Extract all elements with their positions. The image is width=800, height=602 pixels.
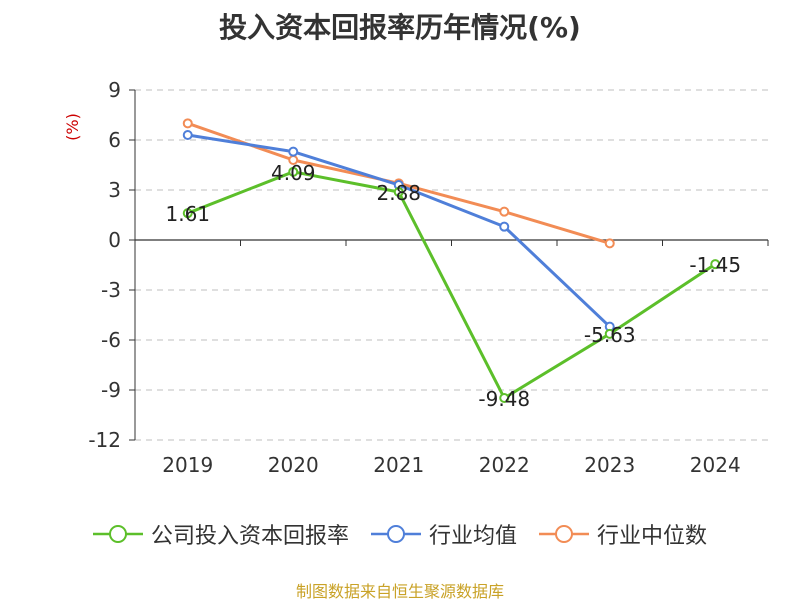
line-chart: 9 6 3 0 -3 -6 -9 -12 (%) 2019 2020 2021 2022 2023 2024… xyxy=(63,78,769,477)
legend-item[interactable]: 行业中位数 xyxy=(539,518,707,550)
x-tick-label: 2019 xyxy=(162,453,213,477)
legend-swatch-icon xyxy=(539,525,589,543)
source-note: 制图数据来自恒生聚源数据库 xyxy=(295,582,504,601)
data-point xyxy=(604,238,615,249)
data-label: 4.09 xyxy=(271,161,316,185)
y-tick-label: -3 xyxy=(101,278,121,302)
data-label: 2.88 xyxy=(376,181,421,205)
x-tick-label: 2021 xyxy=(373,453,424,477)
x-tick-label: 2024 xyxy=(690,453,741,477)
data-label: -9.48 xyxy=(478,387,530,411)
y-tick-label: -6 xyxy=(101,328,121,352)
legend-swatch-icon xyxy=(370,525,421,543)
data-point xyxy=(710,259,721,270)
legend: 公司投入资本回报率 行业均值 行业中位数 xyxy=(0,518,800,550)
data-point xyxy=(604,328,615,339)
data-label: 1.61 xyxy=(165,202,210,226)
legend-swatch-icon xyxy=(92,525,143,543)
legend-item[interactable]: 行业均值 xyxy=(370,518,517,550)
y-tick-label: -9 xyxy=(101,378,121,402)
data-label: -5.63 xyxy=(584,323,636,347)
data-point xyxy=(499,206,510,217)
legend-label: 行业均值 xyxy=(428,524,517,549)
y-tick-label: 6 xyxy=(108,128,121,152)
y-tick-label: 3 xyxy=(108,178,121,202)
data-point xyxy=(288,166,299,177)
legend-item[interactable]: 公司投入资本回报率 xyxy=(92,518,349,550)
data-point xyxy=(182,118,193,129)
data-point xyxy=(182,208,193,219)
data-point xyxy=(499,221,510,232)
series-line xyxy=(187,133,611,328)
legend-label: 行业中位数 xyxy=(597,524,708,549)
series-line xyxy=(187,170,717,400)
x-tick-label: 2020 xyxy=(268,453,319,477)
data-label: -1.45 xyxy=(689,253,741,277)
x-tick-label: 2022 xyxy=(479,453,530,477)
y-tick-label: -12 xyxy=(88,428,121,452)
x-tick-label: 2023 xyxy=(584,453,635,477)
y-axis-label: (%) xyxy=(63,113,82,141)
y-tick-label: 9 xyxy=(108,78,121,102)
legend-label: 公司投入资本回报率 xyxy=(150,524,349,549)
data-point xyxy=(393,187,404,197)
y-tick-label: 0 xyxy=(108,228,121,252)
chart-title: 投入资本回报率历年情况(%) xyxy=(219,11,581,44)
data-point xyxy=(499,393,510,403)
data-point xyxy=(182,130,193,140)
data-point xyxy=(288,146,299,157)
